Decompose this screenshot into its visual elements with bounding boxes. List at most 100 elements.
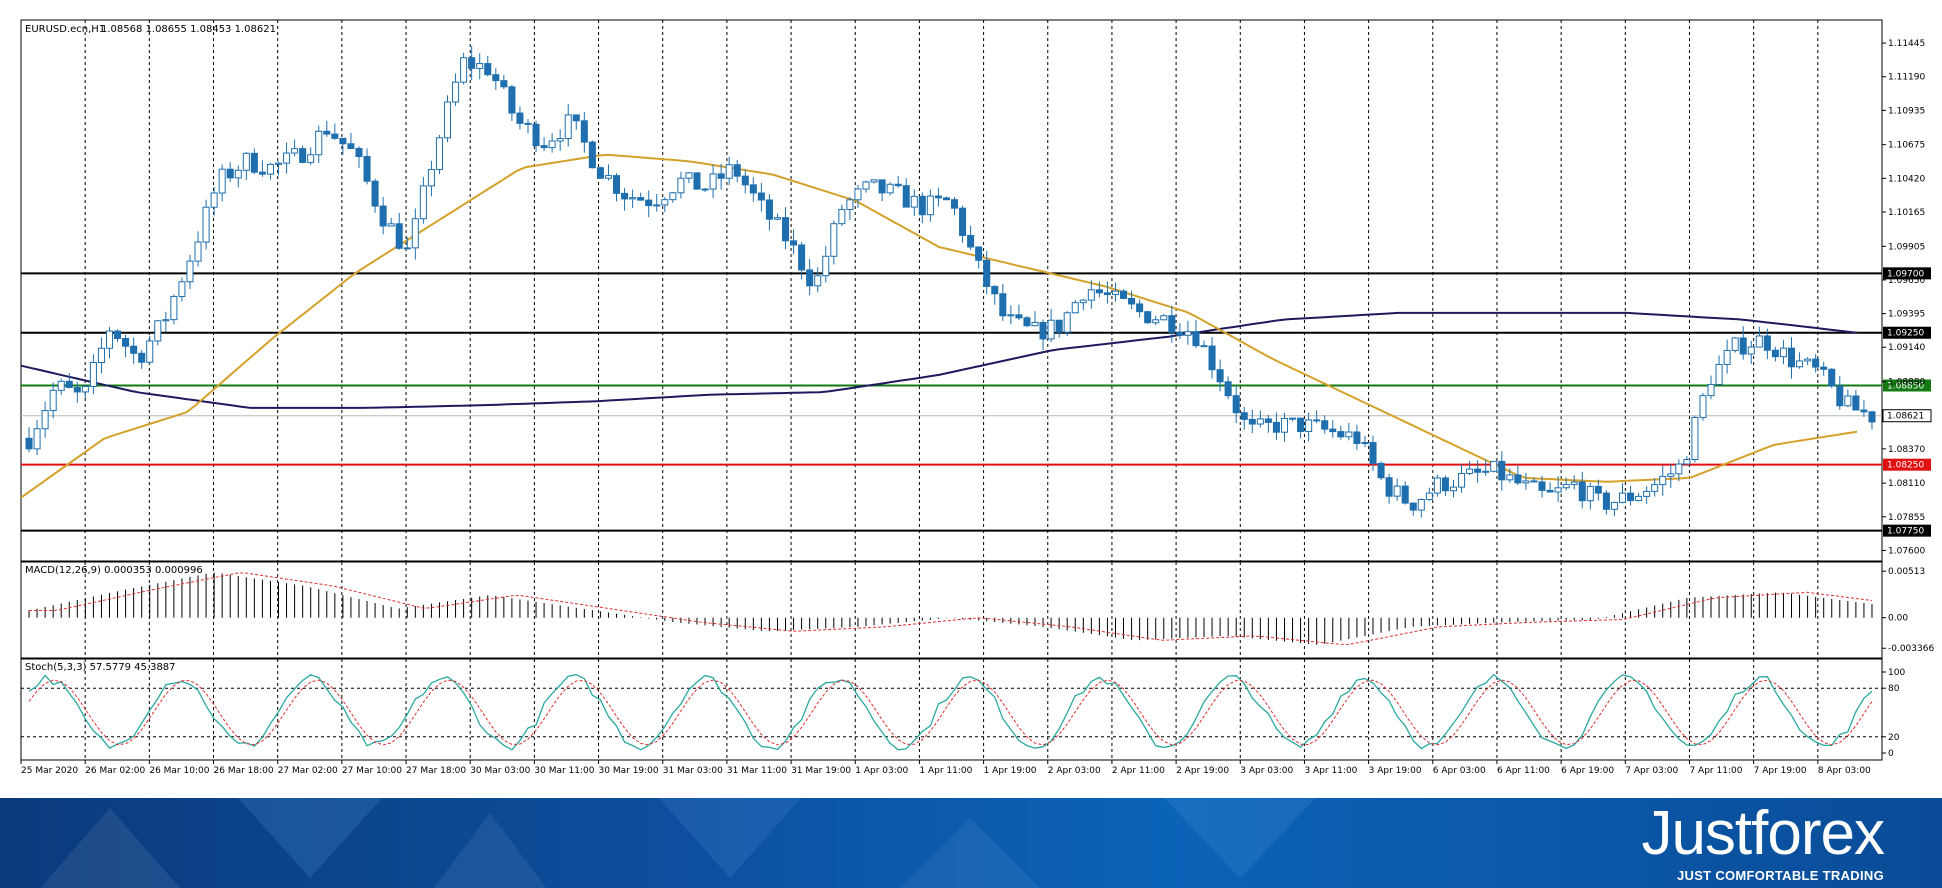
stoch-label: 80 xyxy=(1888,684,1900,694)
bull-candle xyxy=(1063,312,1071,333)
stoch-panel[interactable] xyxy=(20,658,1883,761)
bull-candle xyxy=(1570,481,1578,485)
bear-candle xyxy=(1514,474,1522,484)
bull-candle xyxy=(701,188,709,191)
bear-candle xyxy=(1530,480,1538,483)
bull-candle xyxy=(452,81,460,103)
price-label: 1.10935 xyxy=(1888,106,1925,116)
bear-candle xyxy=(999,293,1007,317)
time-label: 27 Mar 18:00 xyxy=(406,766,466,776)
level-price-label: 1.08850 xyxy=(1887,382,1924,392)
time-label: 6 Apr 11:00 xyxy=(1497,766,1550,776)
bull-candle xyxy=(403,247,411,250)
price-label: 1.11190 xyxy=(1888,73,1925,83)
bear-candle xyxy=(1248,418,1256,425)
bear-candle xyxy=(580,120,588,143)
bull-candle xyxy=(274,162,283,165)
level-price-tag xyxy=(1883,458,1931,471)
level-price-label: 1.08250 xyxy=(1887,461,1924,471)
time-label: 2 Apr 11:00 xyxy=(1112,766,1165,776)
bear-candle xyxy=(1441,477,1449,492)
bull-candle xyxy=(1393,485,1401,497)
bull-candle xyxy=(604,175,612,179)
bull-candle xyxy=(870,179,878,183)
candlesticks[interactable] xyxy=(25,45,1876,518)
bull-candle xyxy=(1425,492,1433,501)
bull-candle xyxy=(1659,475,1667,486)
price-label: 1.08110 xyxy=(1888,479,1925,489)
bear-candle xyxy=(1578,481,1586,502)
bear-candle xyxy=(1144,311,1152,324)
bull-candle xyxy=(564,114,572,140)
bull-candle xyxy=(1031,321,1039,327)
bull-candle xyxy=(1361,442,1369,445)
macd-panel[interactable] xyxy=(20,561,1883,659)
level-price-label: 1.09250 xyxy=(1887,329,1924,339)
bear-candle xyxy=(878,179,886,194)
bear-candle xyxy=(942,197,950,201)
bull-candle xyxy=(1643,490,1651,497)
bear-candle xyxy=(1232,395,1240,414)
bear-candle xyxy=(781,217,790,242)
bull-candle xyxy=(1160,315,1168,321)
brand-logo[interactable]: Justforex JUST COMFORTABLE TRADING xyxy=(1641,799,1885,884)
bear-candle xyxy=(1103,292,1111,296)
bear-candle xyxy=(1264,418,1272,423)
bear-candle xyxy=(1763,335,1771,351)
bear-candle xyxy=(1039,321,1047,340)
level-price-label: 1.09700 xyxy=(1887,269,1924,279)
bull-candle xyxy=(97,347,105,364)
horizontal-levels[interactable]: 1.09700 1.09250 1.08850 1.08250 1.07750 1.086… xyxy=(21,267,1932,537)
price-label: 1.10675 xyxy=(1888,141,1925,151)
bull-candle xyxy=(685,172,693,179)
bull-candle xyxy=(81,386,89,393)
level-price-tag xyxy=(1883,326,1931,339)
bear-candle xyxy=(540,145,548,149)
bear-candle xyxy=(1538,481,1546,491)
trading-chart[interactable]: 1.09700 1.09250 1.08850 1.08250 1.07750 1.086… xyxy=(0,0,1942,798)
bull-candle xyxy=(629,197,637,200)
fast-ma-line xyxy=(20,153,1858,499)
price-label: 1.08880 xyxy=(1888,378,1925,388)
bull-candle xyxy=(170,295,178,321)
time-label: 7 Apr 03:00 xyxy=(1625,766,1678,776)
bull-candle xyxy=(1433,477,1441,494)
stoch-header: Stoch(5,3,3) 57.5779 45.3887 xyxy=(25,662,176,673)
bear-candle xyxy=(1385,477,1393,497)
bull-candle xyxy=(1675,463,1683,475)
bull-candle xyxy=(1844,395,1852,407)
bull-candle xyxy=(653,204,661,207)
bull-candle xyxy=(830,223,838,257)
level-price-tag xyxy=(1883,267,1931,280)
bear-candle xyxy=(749,184,757,194)
bear-candle xyxy=(1023,317,1031,327)
bear-candle xyxy=(1216,369,1224,383)
bull-candle xyxy=(1007,314,1015,317)
time-label: 30 Mar 11:00 xyxy=(534,766,594,776)
bull-candle xyxy=(556,138,564,142)
bear-candle xyxy=(612,175,621,194)
time-label: 2 Apr 03:00 xyxy=(1048,766,1101,776)
bull-candle xyxy=(661,199,669,206)
brand-name: Justforex xyxy=(1641,799,1885,868)
bull-candle xyxy=(1804,358,1812,362)
price-panel[interactable] xyxy=(20,19,1883,562)
bear-candle xyxy=(1192,331,1200,347)
bull-candle xyxy=(669,192,677,201)
bear-candle xyxy=(1120,290,1128,299)
bear-candle xyxy=(250,152,258,173)
brand-tagline: JUST COMFORTABLE TRADING xyxy=(1676,868,1884,883)
bull-candle xyxy=(1111,290,1120,296)
bear-candle xyxy=(25,437,33,450)
bull-candle xyxy=(1691,416,1699,461)
bull-candle xyxy=(725,164,733,179)
bull-candle xyxy=(1562,483,1570,489)
moving-averages xyxy=(20,153,1858,499)
price-label: 1.07600 xyxy=(1888,546,1925,556)
bull-candle xyxy=(307,154,315,163)
bull-candle xyxy=(886,183,894,194)
bull-candle xyxy=(709,173,717,190)
bear-candle xyxy=(524,122,532,125)
bull-candle xyxy=(1723,349,1731,365)
price-label: 1.07855 xyxy=(1888,513,1925,523)
